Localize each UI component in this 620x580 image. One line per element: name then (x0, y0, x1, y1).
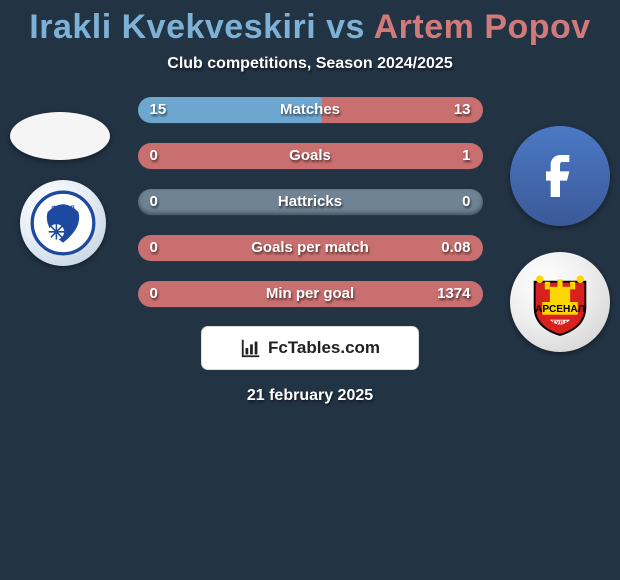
title-vs: vs (326, 8, 374, 46)
stat-label: Goals per match (138, 235, 483, 261)
stat-label: Matches (138, 97, 483, 123)
club-right-logo-icon: АРСЕНАЛ ТУЛА (522, 264, 598, 340)
stat-bar: 0Goals per match0.08 (138, 235, 483, 261)
date-text: 21 february 2025 (0, 387, 620, 405)
stat-value-right: 0 (462, 189, 470, 215)
svg-text:ФАКЕЛ: ФАКЕЛ (51, 205, 75, 212)
fctables-watermark[interactable]: FcTables.com (202, 327, 418, 369)
stat-label: Goals (138, 143, 483, 169)
stat-label: Hattricks (138, 189, 483, 215)
title-right: Artem Popov (374, 8, 591, 46)
bar-chart-icon (240, 337, 262, 359)
club-right-badge: АРСЕНАЛ ТУЛА (510, 252, 610, 352)
page-title: Irakli Kvekveskiri vs Artem Popov (0, 0, 620, 47)
facebook-glyph-icon (532, 148, 588, 204)
stat-value-right: 1 (462, 143, 470, 169)
subtitle: Club competitions, Season 2024/2025 (0, 55, 620, 73)
stat-bar: 0Min per goal1374 (138, 281, 483, 307)
stat-value-right: 1374 (437, 281, 470, 307)
watermark-text: FcTables.com (268, 338, 380, 358)
stat-bar: 15Matches13 (138, 97, 483, 123)
stat-label: Min per goal (138, 281, 483, 307)
club-left-badge: ФАКЕЛ (20, 180, 106, 266)
stat-bar: 0Goals1 (138, 143, 483, 169)
title-left: Irakli Kvekveskiri (29, 8, 316, 46)
facebook-icon[interactable] (510, 126, 610, 226)
stat-value-right: 0.08 (441, 235, 470, 261)
stat-value-right: 13 (454, 97, 471, 123)
svg-text:ТУЛА: ТУЛА (552, 320, 569, 327)
svg-text:АРСЕНАЛ: АРСЕНАЛ (535, 304, 585, 315)
stat-bar: 0Hattricks0 (138, 189, 483, 215)
club-left-logo-icon: ФАКЕЛ (30, 190, 96, 256)
player-left-avatar (10, 112, 110, 160)
stats-bars: 15Matches130Goals10Hattricks00Goals per … (138, 97, 483, 307)
